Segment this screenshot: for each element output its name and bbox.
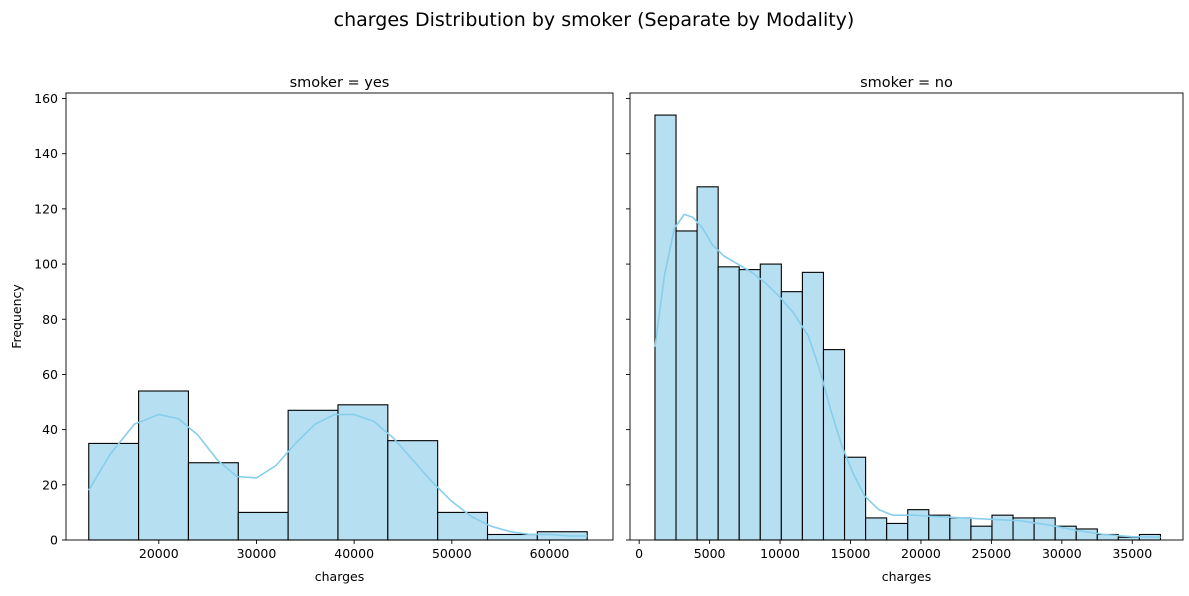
kde-curve bbox=[654, 213, 1161, 538]
histogram-bar bbox=[486, 533, 538, 541]
histogram-bar bbox=[907, 509, 930, 541]
x-tick-label: 25000 bbox=[972, 546, 1012, 561]
x-tick-label: 10000 bbox=[760, 546, 800, 561]
histogram-panel-smoker-no: 0 5000 10000 15000 20000 25000 30000 35000 smoke… bbox=[626, 75, 1184, 584]
histogram-bar bbox=[780, 291, 803, 541]
histogram-bar bbox=[717, 266, 740, 541]
histogram-bar bbox=[970, 525, 993, 541]
x-tick-label: 15000 bbox=[831, 546, 871, 561]
x-tick-label: 0 bbox=[635, 546, 643, 561]
y-tick-label: 0 bbox=[50, 533, 58, 548]
kde-curve bbox=[88, 413, 588, 537]
y-tick-label: 40 bbox=[42, 422, 58, 437]
x-tick-label: 60000 bbox=[530, 546, 570, 561]
axes-frame bbox=[629, 92, 1184, 541]
histogram-bar bbox=[88, 442, 140, 541]
x-tick-label: 20000 bbox=[901, 546, 941, 561]
x-tick-label: 5000 bbox=[694, 546, 726, 561]
histogram-bar bbox=[138, 390, 189, 541]
histogram-bar bbox=[949, 517, 972, 541]
histogram-bar bbox=[759, 263, 782, 541]
histogram-bar bbox=[696, 186, 719, 541]
histogram-bar bbox=[865, 517, 888, 541]
histogram-bar bbox=[387, 440, 439, 541]
histogram-bar bbox=[738, 269, 761, 541]
histogram-bar bbox=[801, 271, 825, 541]
subplot-title: smoker = no bbox=[860, 75, 953, 91]
x-tick-label: 30000 bbox=[237, 546, 277, 561]
y-tick-label: 140 bbox=[34, 146, 58, 161]
y-tick-label: 160 bbox=[34, 91, 58, 106]
histogram-bar bbox=[437, 511, 489, 541]
x-tick-label: 20000 bbox=[139, 546, 179, 561]
x-tick-label: 50000 bbox=[432, 546, 472, 561]
y-tick-label: 80 bbox=[42, 312, 58, 327]
y-tick-label: 100 bbox=[34, 257, 58, 272]
axes-frame bbox=[65, 92, 614, 541]
histogram-bar bbox=[1033, 517, 1056, 541]
x-axis-label: charges bbox=[315, 569, 365, 584]
histogram-bar bbox=[843, 456, 867, 541]
y-tick-label: 60 bbox=[42, 367, 58, 382]
x-tick-label: 40000 bbox=[334, 546, 374, 561]
histogram-panel-smoker-yes: 20000 30000 40000 50000 60000 0 20 40 60 80 100 120… bbox=[9, 75, 614, 584]
y-tick-label: 120 bbox=[34, 201, 58, 216]
histogram-bar bbox=[928, 514, 951, 541]
x-tick-label: 30000 bbox=[1042, 546, 1082, 561]
histogram-bar bbox=[287, 409, 339, 541]
y-axis-label: Frequency bbox=[9, 284, 24, 349]
figure-title: charges Distribution by smoker (Separate… bbox=[334, 9, 855, 31]
histogram-bar bbox=[337, 404, 389, 541]
histogram-bar bbox=[675, 230, 698, 541]
x-axis-label: charges bbox=[882, 569, 932, 584]
histogram-bar bbox=[237, 511, 289, 541]
x-tick-label: 35000 bbox=[1112, 546, 1152, 561]
histogram-bar bbox=[187, 462, 239, 541]
subplot-title: smoker = yes bbox=[290, 75, 390, 91]
histogram-bar bbox=[886, 522, 909, 541]
y-tick-label: 20 bbox=[42, 477, 58, 492]
